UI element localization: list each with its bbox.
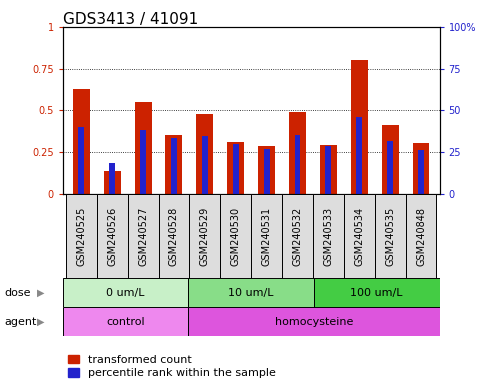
Bar [158, 194, 189, 278]
Bar [78, 127, 85, 194]
Text: GSM240526: GSM240526 [107, 207, 117, 266]
Bar [289, 112, 306, 194]
Bar [382, 126, 398, 194]
Text: dose: dose [5, 288, 31, 298]
Bar [375, 194, 406, 278]
Bar [313, 194, 344, 278]
Bar [251, 194, 282, 278]
Text: GSM240531: GSM240531 [262, 207, 271, 266]
Text: GSM240533: GSM240533 [323, 207, 333, 266]
Text: ▶: ▶ [37, 288, 45, 298]
Bar [295, 135, 300, 194]
Bar [63, 278, 188, 307]
Bar [73, 89, 90, 194]
Text: GSM240530: GSM240530 [231, 207, 241, 266]
Bar [188, 278, 314, 307]
Legend: transformed count, percentile rank within the sample: transformed count, percentile rank withi… [69, 355, 276, 379]
Bar [66, 194, 97, 278]
Bar [135, 102, 152, 194]
Text: GSM240534: GSM240534 [354, 207, 364, 266]
Bar [63, 307, 188, 336]
Text: GSM240535: GSM240535 [385, 207, 395, 266]
Text: homocysteine: homocysteine [275, 316, 353, 327]
Bar [233, 144, 239, 194]
Bar [406, 194, 437, 278]
Bar [320, 145, 337, 194]
Bar [227, 142, 244, 194]
Bar [166, 136, 183, 194]
Bar [326, 146, 331, 194]
Text: ▶: ▶ [37, 316, 45, 327]
Text: agent: agent [5, 316, 37, 327]
Bar [282, 194, 313, 278]
Bar [171, 138, 177, 194]
Bar [258, 146, 275, 194]
Text: GSM240532: GSM240532 [293, 207, 302, 266]
Text: 0 um/L: 0 um/L [106, 288, 145, 298]
Bar [220, 194, 251, 278]
Bar [140, 130, 146, 194]
Bar [109, 163, 115, 194]
Bar [387, 141, 393, 194]
Text: control: control [106, 316, 145, 327]
Bar [344, 194, 375, 278]
Bar [128, 194, 158, 278]
Bar [97, 194, 128, 278]
Bar [351, 60, 368, 194]
Bar [188, 307, 440, 336]
Bar [104, 170, 121, 194]
Text: GDS3413 / 41091: GDS3413 / 41091 [63, 12, 198, 26]
Text: GSM240528: GSM240528 [169, 207, 179, 266]
Bar [189, 194, 220, 278]
Text: GSM240529: GSM240529 [200, 207, 210, 266]
Text: GSM240527: GSM240527 [138, 207, 148, 266]
Bar [412, 143, 429, 194]
Bar [264, 149, 270, 194]
Text: 100 um/L: 100 um/L [351, 288, 403, 298]
Text: GSM240848: GSM240848 [416, 207, 426, 266]
Text: GSM240525: GSM240525 [76, 207, 86, 266]
Bar [418, 150, 424, 194]
Bar [314, 278, 440, 307]
Bar [197, 114, 213, 194]
Text: 10 um/L: 10 um/L [228, 288, 274, 298]
Bar [202, 136, 208, 194]
Bar [356, 117, 362, 194]
